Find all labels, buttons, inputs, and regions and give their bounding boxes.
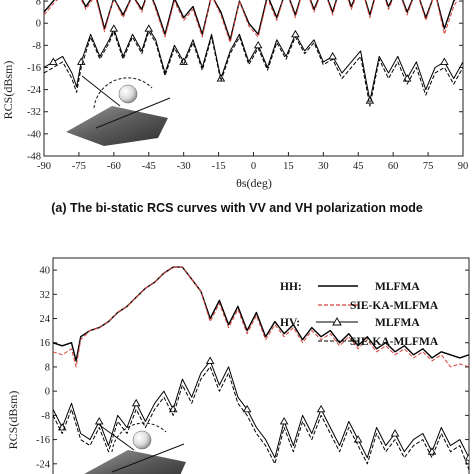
y-tick-label: -16 (27, 63, 41, 74)
tick-marks-b (53, 269, 469, 465)
series-marker-vh-mlfma (328, 52, 337, 60)
series-marker-vh-mlfma (365, 96, 375, 104)
series-line-hv-mlfma (53, 360, 469, 459)
series-marker-vh-mlfma (76, 57, 86, 65)
y-tick-label: -40 (27, 129, 41, 140)
y-tick-label: 0 (36, 19, 41, 30)
inset-sketch-a (66, 75, 171, 146)
series-marker-vh-mlfma (440, 57, 449, 65)
series-marker-hv-mlfma (279, 417, 289, 425)
inset-axis-line (95, 97, 171, 129)
legend-label-hh-mlfma: MLFMA (375, 281, 420, 293)
x-tick-label: 90 (458, 161, 469, 172)
y-tick-label: -8 (32, 41, 41, 52)
inset-sketch-b (84, 422, 186, 474)
series-marker-vh-mlfma (291, 29, 300, 38)
y-tick-label: 8 (36, 0, 41, 8)
x-tick-label: 75 (423, 161, 434, 172)
series-marker-vh-mlfma (144, 24, 154, 32)
series-line-vv-mlfma (44, 0, 456, 41)
x-axis-label-a: θs(deg) (236, 176, 272, 190)
series-marker-vh-mlfma (402, 74, 412, 82)
series-marker-vh-mlfma (253, 40, 263, 49)
inset-axis-line-b (111, 443, 185, 473)
x-tick-label: 60 (388, 161, 399, 172)
legend-label-hh-sie: SIE-KA-MLFMA (350, 300, 439, 312)
inset-terrain (66, 106, 168, 146)
y-tick-label: 16 (40, 338, 51, 349)
series-marker-hv-mlfma (242, 404, 252, 413)
plot-frame-b (52, 257, 470, 474)
y-tick-label: -16 (36, 435, 50, 446)
y-tick-label: 8 (45, 362, 50, 373)
x-tick-label: -15 (212, 161, 226, 172)
series-marker-vh-mlfma (109, 24, 119, 32)
series-marker-hv-mlfma (94, 417, 104, 425)
series-marker-hv-mlfma (205, 356, 215, 364)
x-tick-label: 15 (283, 161, 294, 172)
y-tick-label: -48 (27, 152, 41, 163)
series-line-hh-sie-ka-mlfma (53, 266, 469, 368)
legend-marker-hv-mlfma (332, 317, 342, 326)
series-line-hv-sie-ka-mlfma (53, 366, 469, 470)
caption-a: (a) The bi-static RCS curves with VV and… (51, 201, 423, 215)
x-tick-label: -30 (177, 161, 191, 172)
x-tick-label: -90 (37, 161, 51, 172)
y-tick-labels-a: -48 -40 -32 -24 -16 -8 0 8 (27, 0, 42, 163)
y-tick-label: -24 (27, 85, 42, 96)
series-line-vh-mlfma (44, 28, 463, 102)
legend-label-hv-mlfma: MLFMA (375, 317, 420, 329)
series-marker-hv-mlfma (316, 404, 326, 413)
series-marker-hv-mlfma (464, 453, 469, 461)
series-marker-hv-mlfma (427, 447, 437, 455)
inset-incident-ray (81, 75, 121, 107)
x-tick-label: -45 (142, 161, 156, 172)
y-tick-label: 32 (40, 290, 51, 301)
inset-scatter-arc-b (111, 422, 167, 453)
y-axis-label-a: RCS(dBsm) (1, 61, 15, 120)
series-line-vv-sie-ka-mlfma (44, 0, 458, 44)
series-line-vh-sie-ka-mlfma (44, 31, 463, 107)
y-tick-label: 24 (40, 314, 51, 325)
series-marker-hv-mlfma (353, 435, 363, 443)
legend-label-hv-sie: SIE-KA-MLFMA (350, 336, 439, 348)
x-tick-label: 0 (251, 161, 256, 172)
legend-group-hv: HV: (280, 317, 300, 329)
y-tick-label: 0 (45, 387, 50, 398)
series-group-a (44, 0, 463, 107)
y-tick-label: 40 (40, 266, 51, 277)
y-tick-label: -32 (27, 107, 41, 118)
series-group-b (53, 266, 469, 470)
inset-scatter-arc (93, 77, 153, 109)
chart-panel-a: -90 -75 -60 -45 -30 -15 0 15 30 45 60 75 90 -48 -40 -3… (1, 0, 468, 215)
inset-sphere-b (132, 430, 152, 450)
legend-group-hh: HH: (280, 281, 302, 293)
y-axis-label-b: RCS(dBsm) (6, 391, 20, 450)
tick-marks-a (43, 0, 464, 157)
series-marker-hv-mlfma (390, 429, 400, 437)
y-tick-label: -8 (41, 411, 50, 422)
x-tick-labels-a: -90 -75 -60 -45 -30 -15 0 15 30 45 60 75 90 (37, 161, 468, 172)
x-tick-label: -60 (107, 161, 121, 172)
y-tick-label: -24 (36, 459, 51, 470)
legend-b: HH: MLFMA SIE-KA-MLFMA HV: MLFMA SIE-KA-… (280, 281, 439, 348)
inset-terrain-b (84, 450, 186, 474)
inset-sphere (118, 84, 138, 104)
x-tick-label: 30 (318, 161, 329, 172)
series-marker-hv-mlfma (131, 398, 141, 407)
x-tick-label: 45 (353, 161, 364, 172)
x-tick-label: -75 (72, 161, 86, 172)
series-marker-vh-mlfma (49, 57, 58, 65)
inset-incident-ray-b (97, 423, 135, 451)
